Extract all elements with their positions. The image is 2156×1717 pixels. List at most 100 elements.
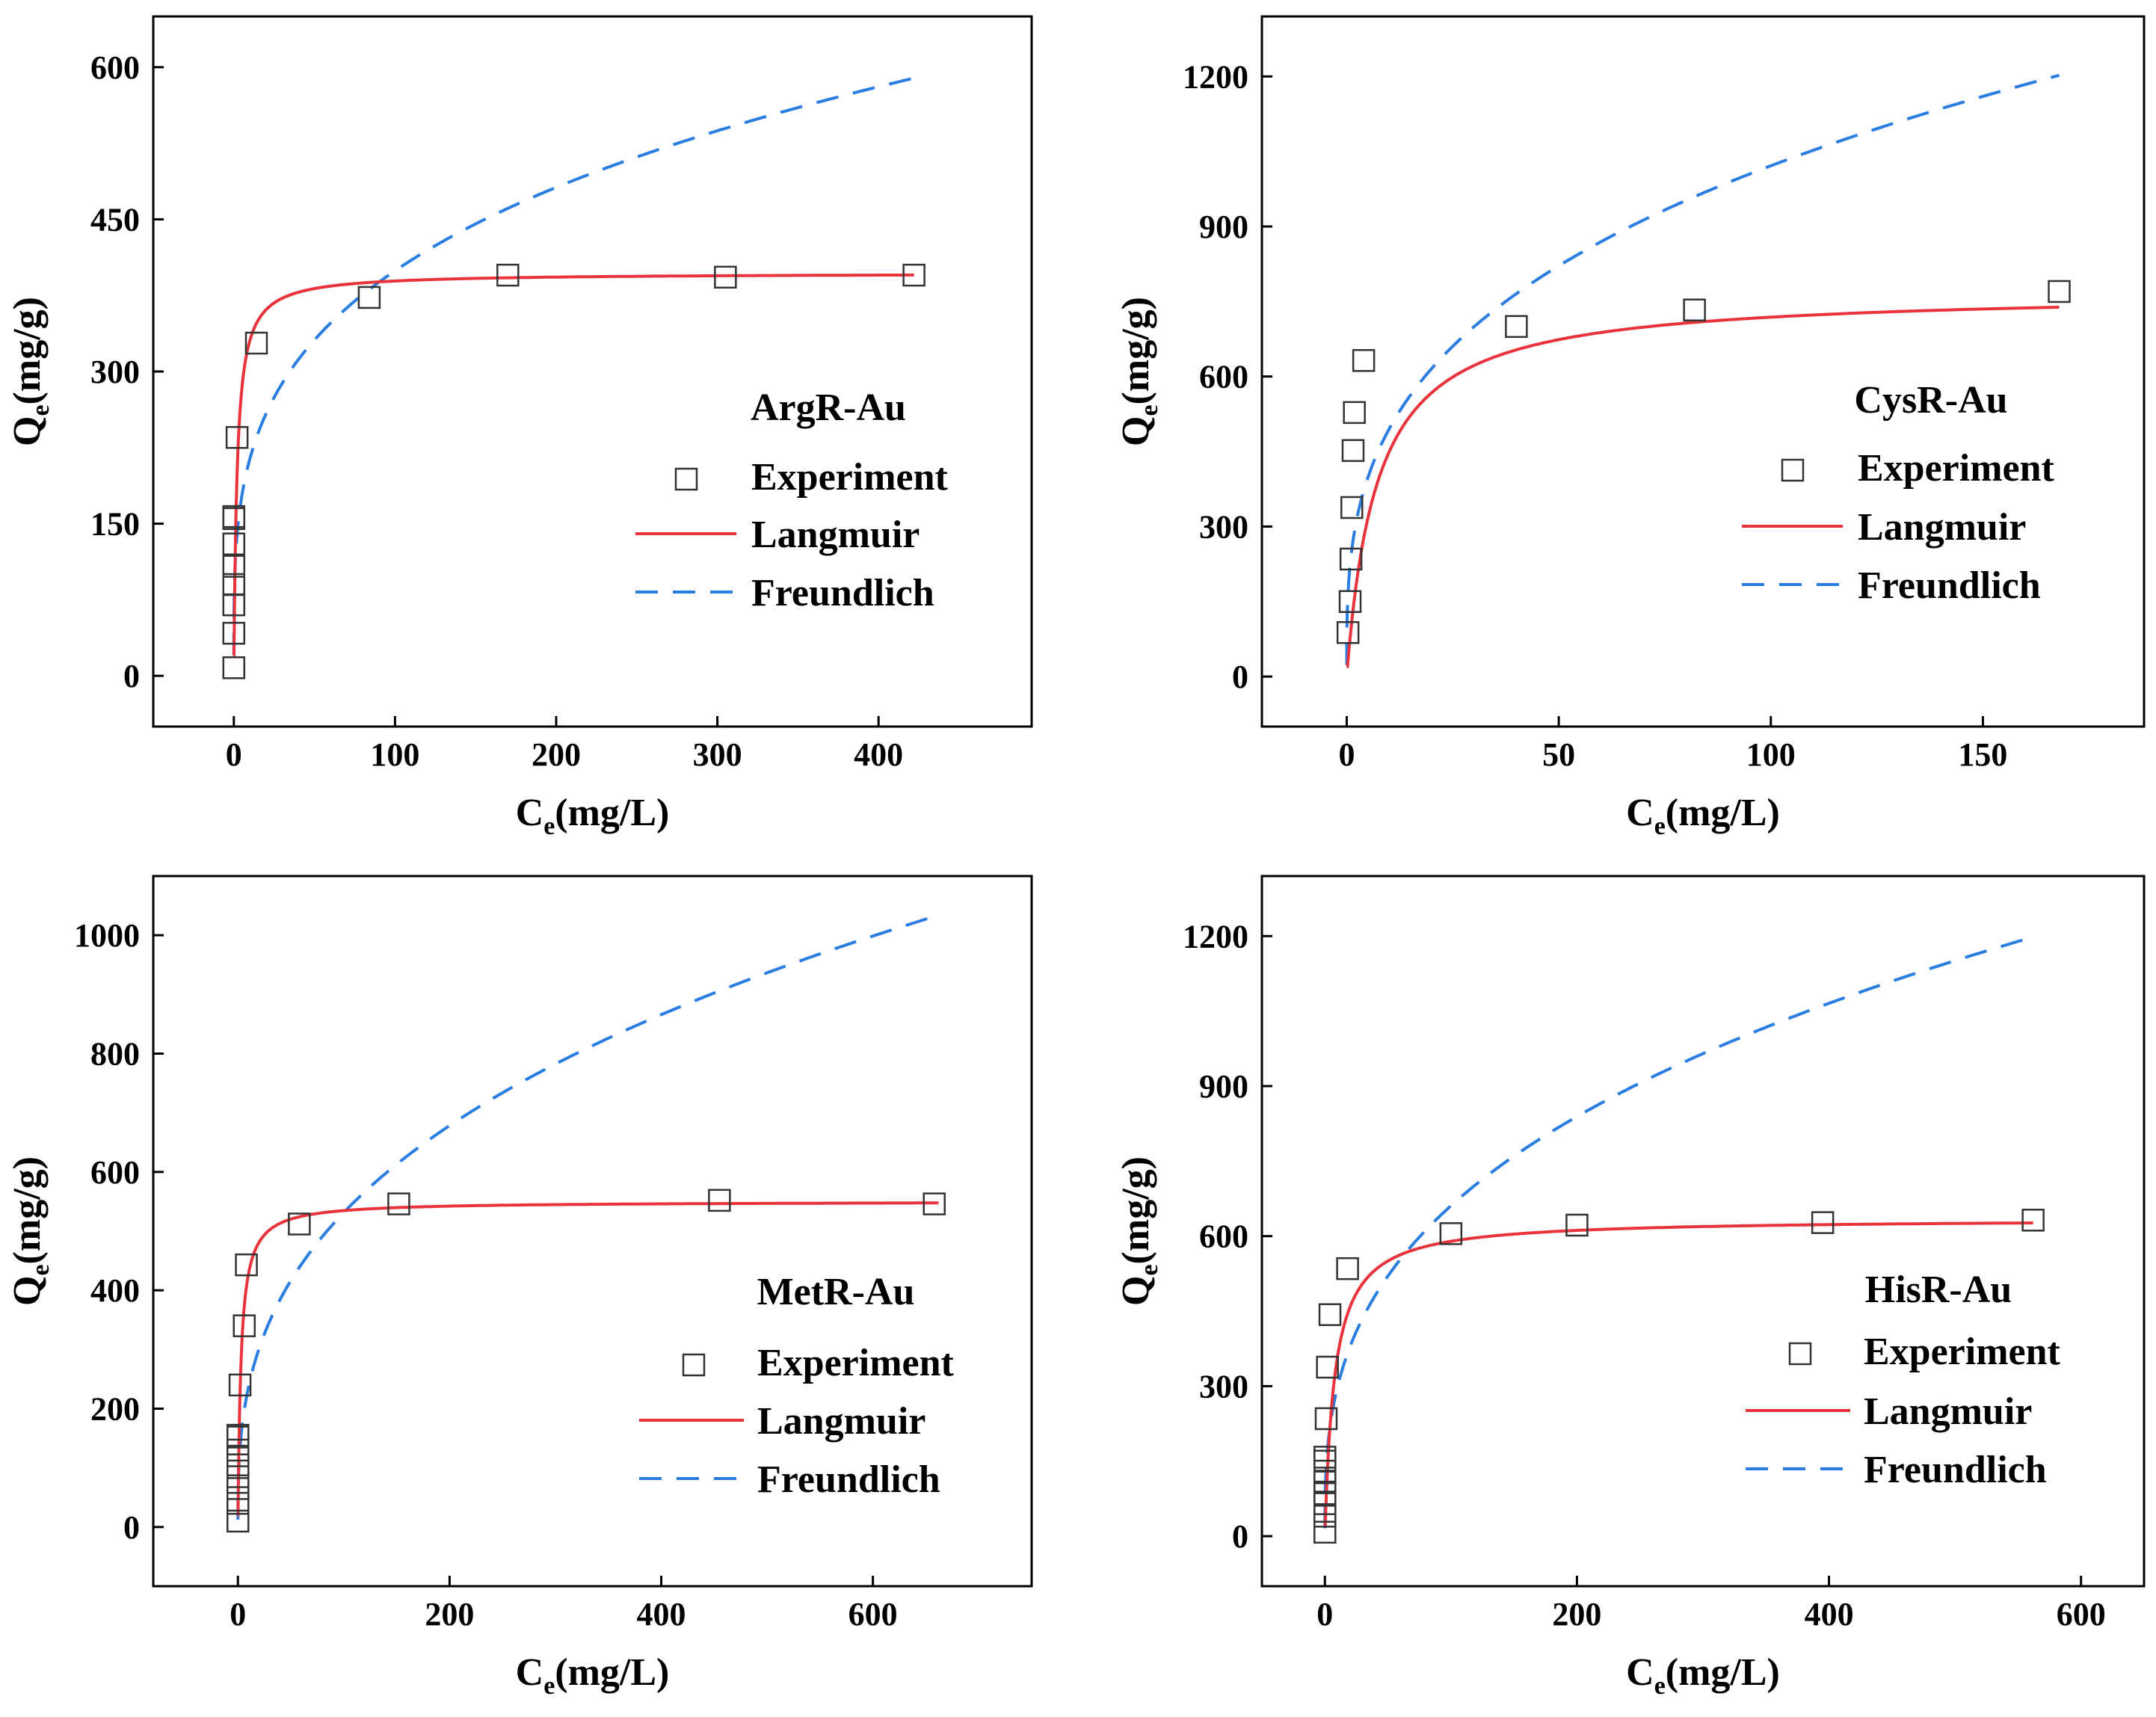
x-axis-title: Ce(mg/L): [1626, 1651, 1780, 1700]
x-tick-label: 0: [226, 736, 242, 773]
experiment-point: [1318, 1303, 1342, 1326]
x-tick-label: 0: [230, 1596, 246, 1633]
x-tick-label: 600: [848, 1596, 898, 1633]
legend-freundlich-label: Freundlich: [751, 572, 934, 614]
legend-langmuir-label: Langmuir: [757, 1400, 925, 1443]
y-tick-label: 400: [90, 1272, 140, 1309]
experiment-point: [222, 573, 246, 597]
experiment-point: [222, 532, 246, 555]
panel-4: 0 200 400 600 0 300 600 900 1200 Ce(mg/L) Qe(mg/g)…: [1115, 875, 2146, 1700]
legend-experiment-label: Experiment: [1864, 1331, 2061, 1373]
freundlich-fit-line: [1323, 935, 2034, 1529]
y-tick-label: 0: [123, 658, 140, 694]
experiment-point: [714, 265, 737, 289]
experiment-point: [227, 1438, 250, 1462]
experiment-point: [357, 286, 381, 309]
experiment-point: [1505, 315, 1528, 339]
plot-frame: [1260, 875, 2146, 1588]
experiment-point: [1341, 439, 1365, 462]
experiment-point: [222, 507, 246, 531]
legend-experiment-label: Experiment: [751, 456, 949, 499]
legend-langmuir-label: Langmuir: [1858, 506, 2026, 549]
y-tick-label: 300: [1199, 508, 1248, 545]
experiment-point: [1352, 349, 1376, 372]
y-tick-label: 1200: [1183, 58, 1248, 95]
y-axis-title: Qe(mg/g): [1115, 1156, 1163, 1306]
legend-freundlich-label: Freundlich: [1864, 1449, 2047, 1491]
legend-freundlich-label: Freundlich: [1858, 564, 2041, 607]
experiment-point: [225, 425, 249, 449]
experiment-point: [496, 263, 520, 287]
plot-frame: [152, 15, 1033, 728]
legend: Experiment Langmuir Freundlich: [1746, 1331, 2061, 1491]
experiment-point: [1313, 1482, 1337, 1505]
panel-1: 0 100 200 300 400 0 150 300 450 600 Ce(mg/L) Qe(mg/…: [6, 15, 1033, 840]
y-tick-label: 300: [90, 354, 140, 390]
x-tick-label: 400: [854, 736, 903, 773]
y-tick-label: 300: [1199, 1368, 1248, 1405]
experiment-point: [1683, 298, 1706, 321]
langmuir-fit-line: [236, 1201, 939, 1517]
y-tick-label: 0: [123, 1509, 140, 1546]
x-tick-label: 400: [1805, 1596, 1854, 1633]
experiment-point: [1336, 620, 1360, 644]
experiment-point: [2048, 280, 2071, 303]
experiment-point: [1343, 401, 1366, 425]
freundlich-fit-line: [1345, 73, 2060, 665]
y-axis-title: Qe(mg/g): [6, 297, 55, 446]
legend-experiment-marker: [674, 467, 698, 491]
experiment-point: [227, 1423, 250, 1447]
experiment-point: [1811, 1211, 1835, 1234]
experiment-point: [1316, 1355, 1339, 1379]
experiment-point: [228, 1373, 252, 1397]
y-tick-label: 900: [1199, 1068, 1248, 1105]
y-tick-label: 200: [90, 1391, 140, 1428]
x-tick-label: 100: [370, 736, 419, 773]
experiment-point: [288, 1212, 311, 1236]
experiment-point: [227, 1465, 250, 1488]
legend: Experiment Langmuir Freundlich: [1742, 447, 2055, 607]
langmuir-fit-line: [232, 273, 914, 657]
experiment-point: [1314, 1407, 1338, 1431]
experiment-point: [227, 1491, 250, 1515]
experiment-point: [2021, 1209, 2045, 1232]
plot-frame: [152, 875, 1033, 1588]
panel-title: ArgR-Au: [751, 386, 906, 429]
experiment-point: [235, 1253, 258, 1277]
panel-title: HisR-Au: [1865, 1269, 2012, 1311]
experiment-point: [227, 1509, 250, 1533]
x-axis-title: Ce(mg/L): [516, 1651, 670, 1700]
x-tick-label: 50: [1542, 736, 1575, 773]
x-tick-label: 100: [1746, 736, 1796, 773]
y-tick-label: 600: [1199, 359, 1248, 395]
experiment-point: [387, 1192, 410, 1215]
y-tick-label: 1000: [74, 917, 140, 954]
langmuir-fit-line: [1323, 1221, 2033, 1528]
x-tick-label: 400: [637, 1596, 686, 1633]
experiment-point: [1340, 496, 1364, 520]
x-tick-label: 200: [532, 736, 581, 773]
y-tick-label: 1200: [1183, 918, 1248, 955]
y-axis-title: Qe(mg/g): [1115, 297, 1163, 446]
experiment-point: [902, 263, 925, 287]
experiment-point: [708, 1189, 731, 1212]
freundlich-fit-line: [236, 913, 939, 1520]
experiment-point: [222, 555, 246, 578]
experiment-point: [222, 656, 246, 679]
y-tick-label: 600: [90, 49, 140, 86]
y-tick-label: 450: [90, 201, 140, 238]
plot-frame: [1260, 15, 2146, 728]
panel-title: CysR-Au: [1854, 379, 2007, 422]
y-tick-label: 900: [1199, 209, 1248, 245]
experiment-point: [1338, 590, 1362, 613]
experiment-point: [923, 1192, 946, 1215]
legend-langmuir-label: Langmuir: [751, 514, 920, 556]
experiment-point: [222, 505, 246, 528]
experiment-point: [1313, 1505, 1337, 1528]
experiment-point: [1313, 1520, 1337, 1544]
langmuir-fit-line: [1346, 306, 2060, 668]
experiment-point: [227, 1453, 250, 1476]
x-tick-label: 0: [1316, 1596, 1333, 1633]
x-tick-label: 200: [425, 1596, 474, 1633]
